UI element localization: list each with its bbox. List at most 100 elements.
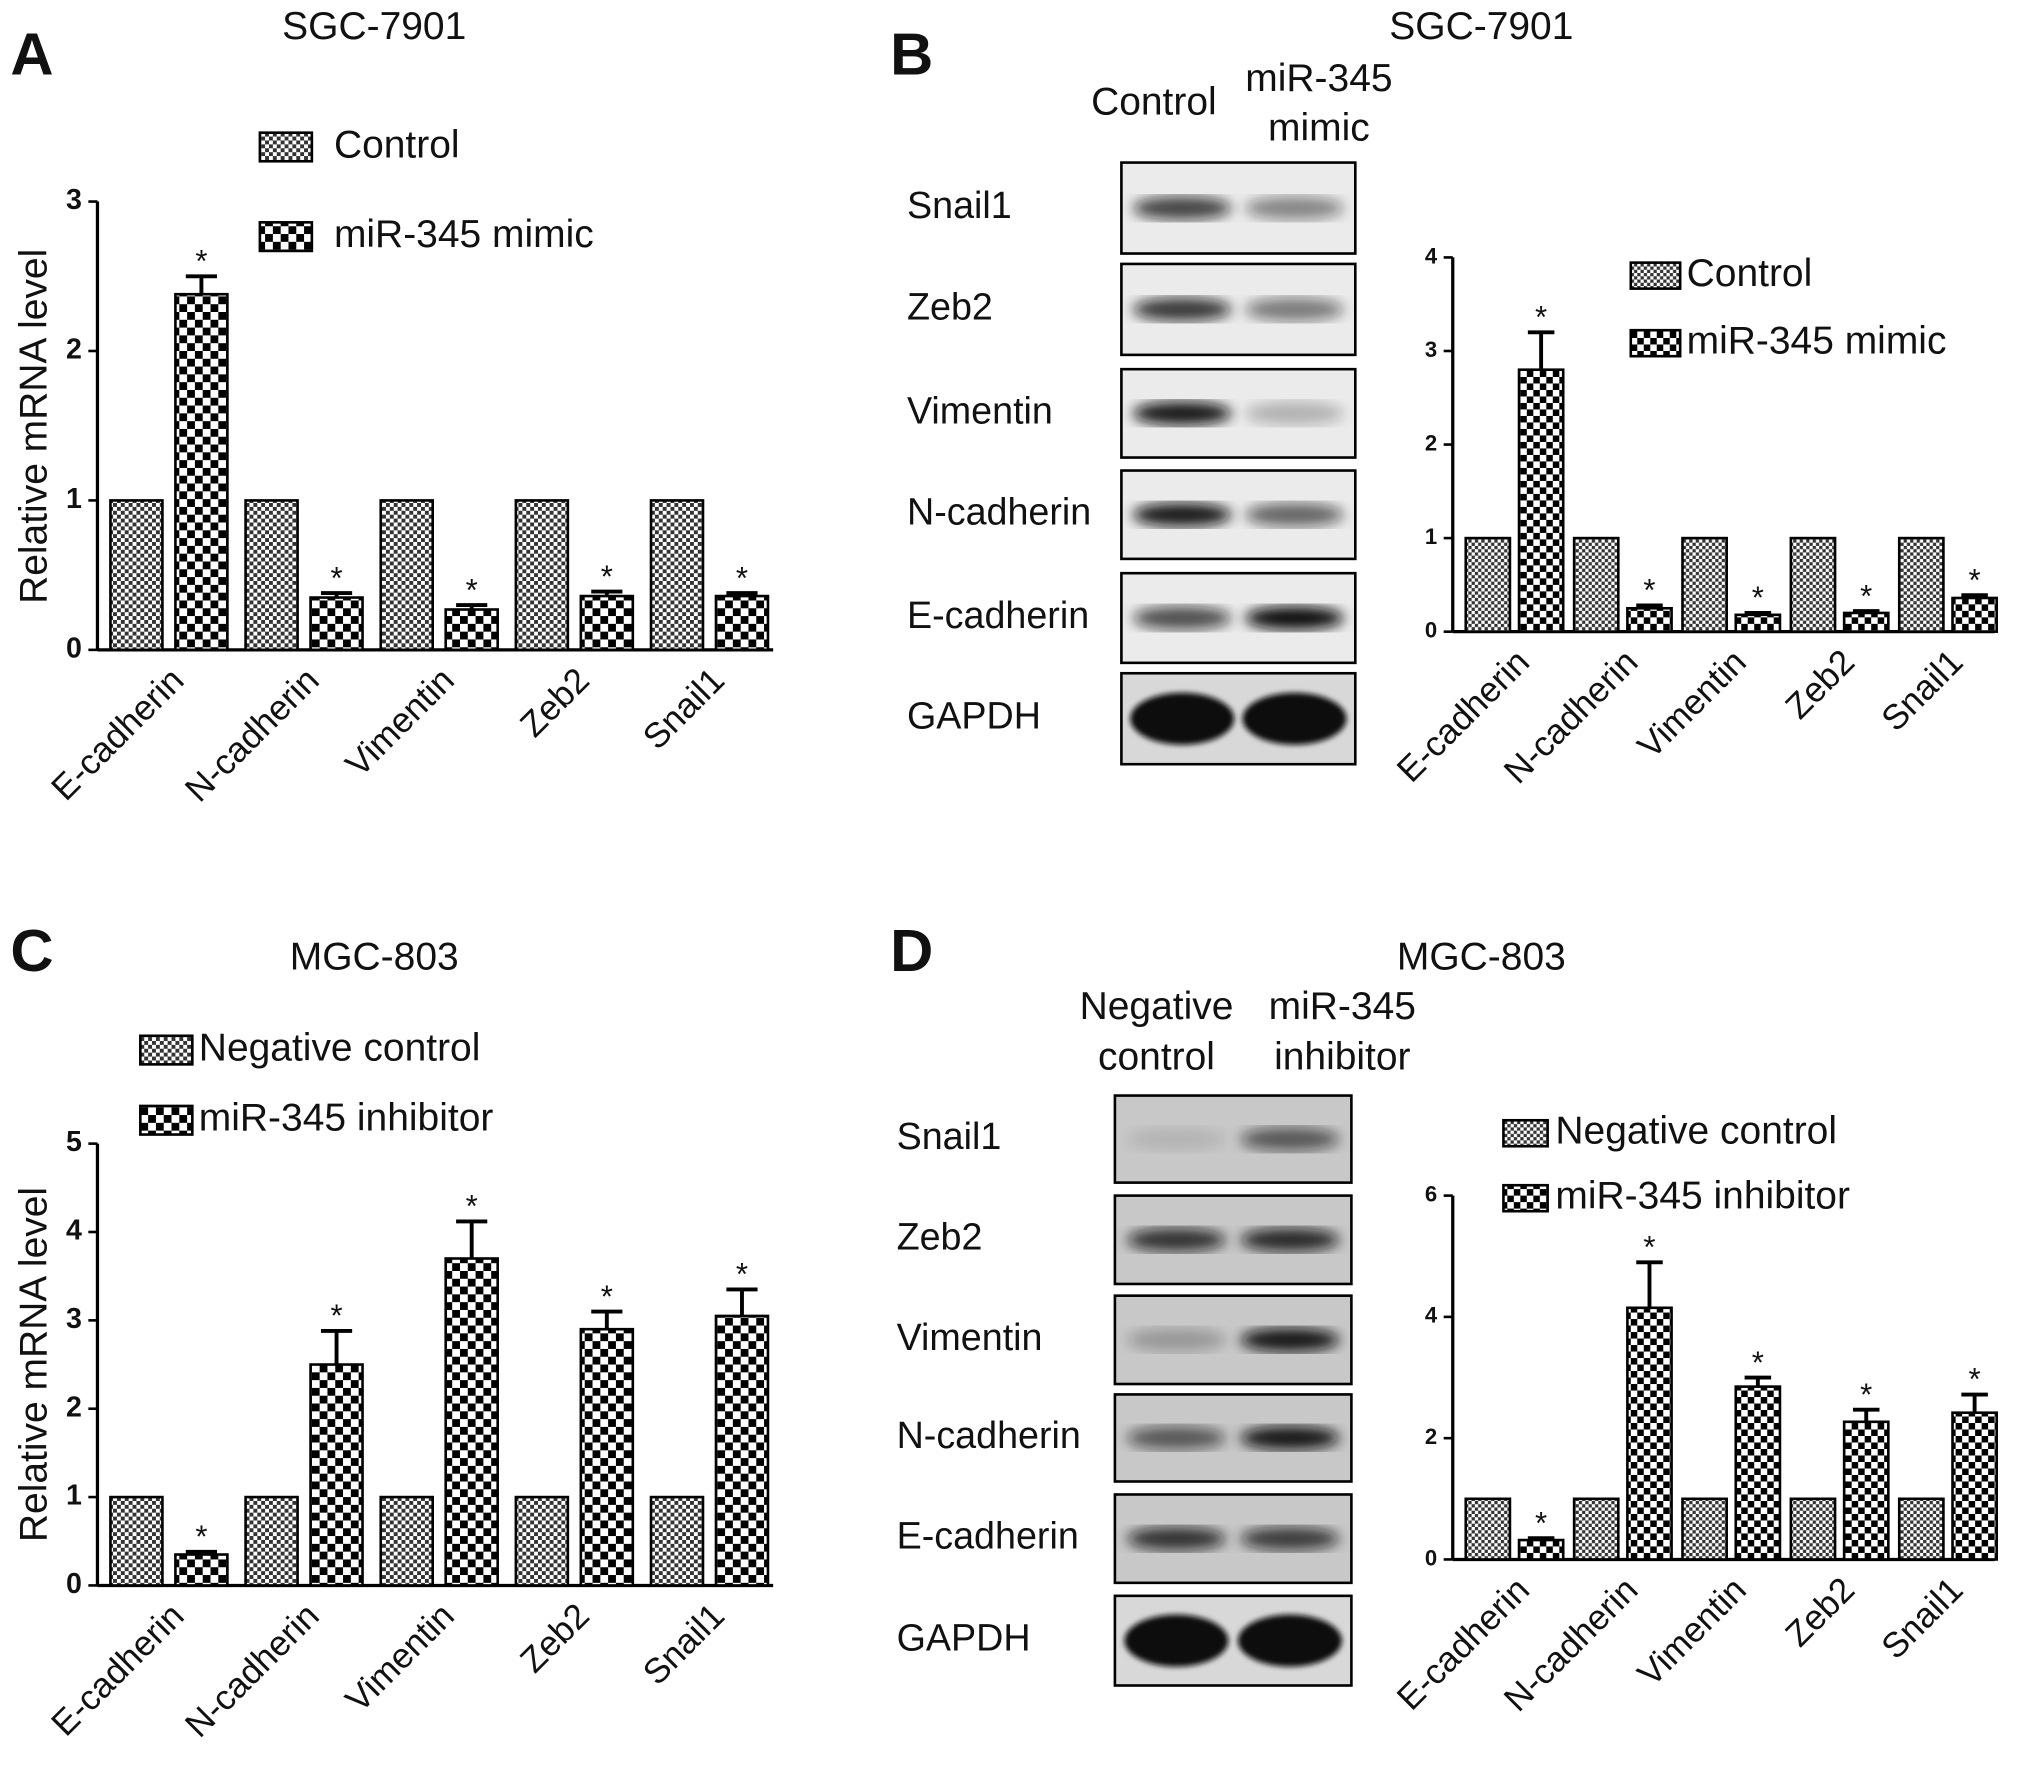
x-tick-label: E-cadherin (44, 660, 192, 808)
significance-mark: * (195, 244, 207, 279)
bar (379, 499, 435, 652)
x-tick-label: Vimentin (1630, 1570, 1754, 1694)
blot-band (1240, 1526, 1340, 1551)
bar (174, 292, 229, 652)
x-tick-label: Zeb2 (513, 1596, 597, 1680)
blot-band (1127, 1228, 1226, 1252)
blot-band (1240, 1127, 1340, 1151)
significance-mark: * (601, 559, 613, 594)
significance-mark: * (1643, 1230, 1655, 1265)
blot-band (1127, 1127, 1226, 1151)
significance-mark: * (195, 1519, 207, 1554)
bar (1734, 613, 1782, 633)
bar (1842, 1420, 1890, 1561)
significance-mark: * (1643, 573, 1655, 608)
blot-band (1132, 401, 1232, 426)
blot-row-label: GAPDH (897, 1617, 1031, 1659)
blot-band (1124, 1614, 1229, 1667)
chart-title: SGC-7901 (282, 5, 466, 48)
bar (1789, 1497, 1837, 1561)
bar (109, 1495, 164, 1587)
lane-label: Control (1091, 80, 1217, 123)
blot-band (1240, 1426, 1340, 1450)
significance-mark: * (1860, 1377, 1872, 1412)
chart-title: MGC-803 (1397, 935, 1566, 978)
panel-label: B (890, 20, 933, 87)
bar (579, 594, 635, 652)
bar (379, 1495, 435, 1587)
blot-row-label: Zeb2 (897, 1216, 983, 1258)
legend-swatch (258, 131, 314, 163)
x-tick-label: Zeb2 (1778, 1570, 1862, 1654)
blot-band (1245, 401, 1344, 426)
blot-band (1130, 692, 1235, 745)
blot-band (1245, 503, 1344, 527)
significance-mark: * (1752, 1345, 1764, 1380)
blot-row-label: GAPDH (907, 695, 1041, 737)
y-tick-label: 2 (1425, 430, 1437, 455)
bar (1897, 536, 1945, 633)
bar (1681, 1497, 1728, 1561)
y-tick-label: 1 (66, 1480, 82, 1512)
bar (109, 499, 164, 652)
y-axis-label: Relative mRNA level (13, 249, 56, 604)
bar (514, 499, 570, 652)
legend-label: miR-345 mimic (1687, 319, 1947, 362)
chart-title: SGC-7901 (1389, 5, 1573, 48)
bar (649, 499, 705, 652)
y-tick-label: 3 (1425, 337, 1437, 362)
blot-row-label: Vimentin (907, 389, 1053, 431)
y-tick-label: 5 (66, 1126, 82, 1158)
significance-mark: * (1969, 1362, 1981, 1397)
y-tick-label: 3 (66, 184, 82, 216)
significance-mark: * (1535, 1505, 1547, 1540)
bar (1951, 596, 1998, 633)
y-tick-label: 1 (66, 483, 82, 515)
y-tick-label: 2 (66, 1391, 82, 1423)
y-tick-label: 0 (66, 1568, 82, 1600)
y-axis-label: Relative mRNA level (13, 1187, 56, 1542)
blot-band (1245, 297, 1344, 322)
bar (244, 499, 299, 652)
y-tick-label: 2 (1425, 1424, 1437, 1449)
bar (1897, 1497, 1945, 1561)
x-tick-label: Snail1 (1874, 642, 1971, 739)
bar (444, 1257, 499, 1587)
bar (1681, 536, 1728, 633)
bar (1464, 536, 1512, 633)
legend-label: Control (1687, 252, 1813, 295)
blot-row-label: N-cadherin (897, 1414, 1081, 1456)
bar (444, 608, 499, 652)
bar (1572, 1497, 1620, 1561)
y-tick-label: 4 (1425, 243, 1438, 268)
blot-row-label: E-cadherin (907, 594, 1089, 636)
bar (714, 594, 770, 652)
blot-band (1240, 1328, 1340, 1352)
bar (309, 1363, 364, 1587)
lane-label: control (1098, 1035, 1215, 1078)
blot-band (1127, 1328, 1226, 1352)
legend-swatch (1629, 328, 1682, 358)
blot-band (1245, 196, 1344, 220)
significance-mark: * (1535, 300, 1547, 335)
y-tick-label: 0 (1425, 1545, 1437, 1570)
blot-band (1132, 297, 1232, 322)
blot-band (1127, 1426, 1226, 1450)
bar (1842, 611, 1890, 633)
lane-label: inhibitor (1274, 1035, 1410, 1078)
significance-mark: * (1969, 562, 1981, 597)
panel-label: D (890, 917, 933, 984)
legend-swatch (139, 1034, 194, 1066)
blot-row-label: Snail1 (897, 1115, 1002, 1157)
bar (174, 1553, 229, 1587)
bar (714, 1314, 770, 1587)
y-tick-label: 4 (66, 1215, 82, 1247)
y-tick-label: 3 (66, 1303, 82, 1335)
panel-label: A (10, 20, 53, 87)
x-tick-label: Vimentin (1630, 642, 1754, 766)
y-tick-label: 1 (1425, 524, 1437, 549)
significance-mark: * (466, 1189, 478, 1224)
bar (1572, 536, 1620, 633)
